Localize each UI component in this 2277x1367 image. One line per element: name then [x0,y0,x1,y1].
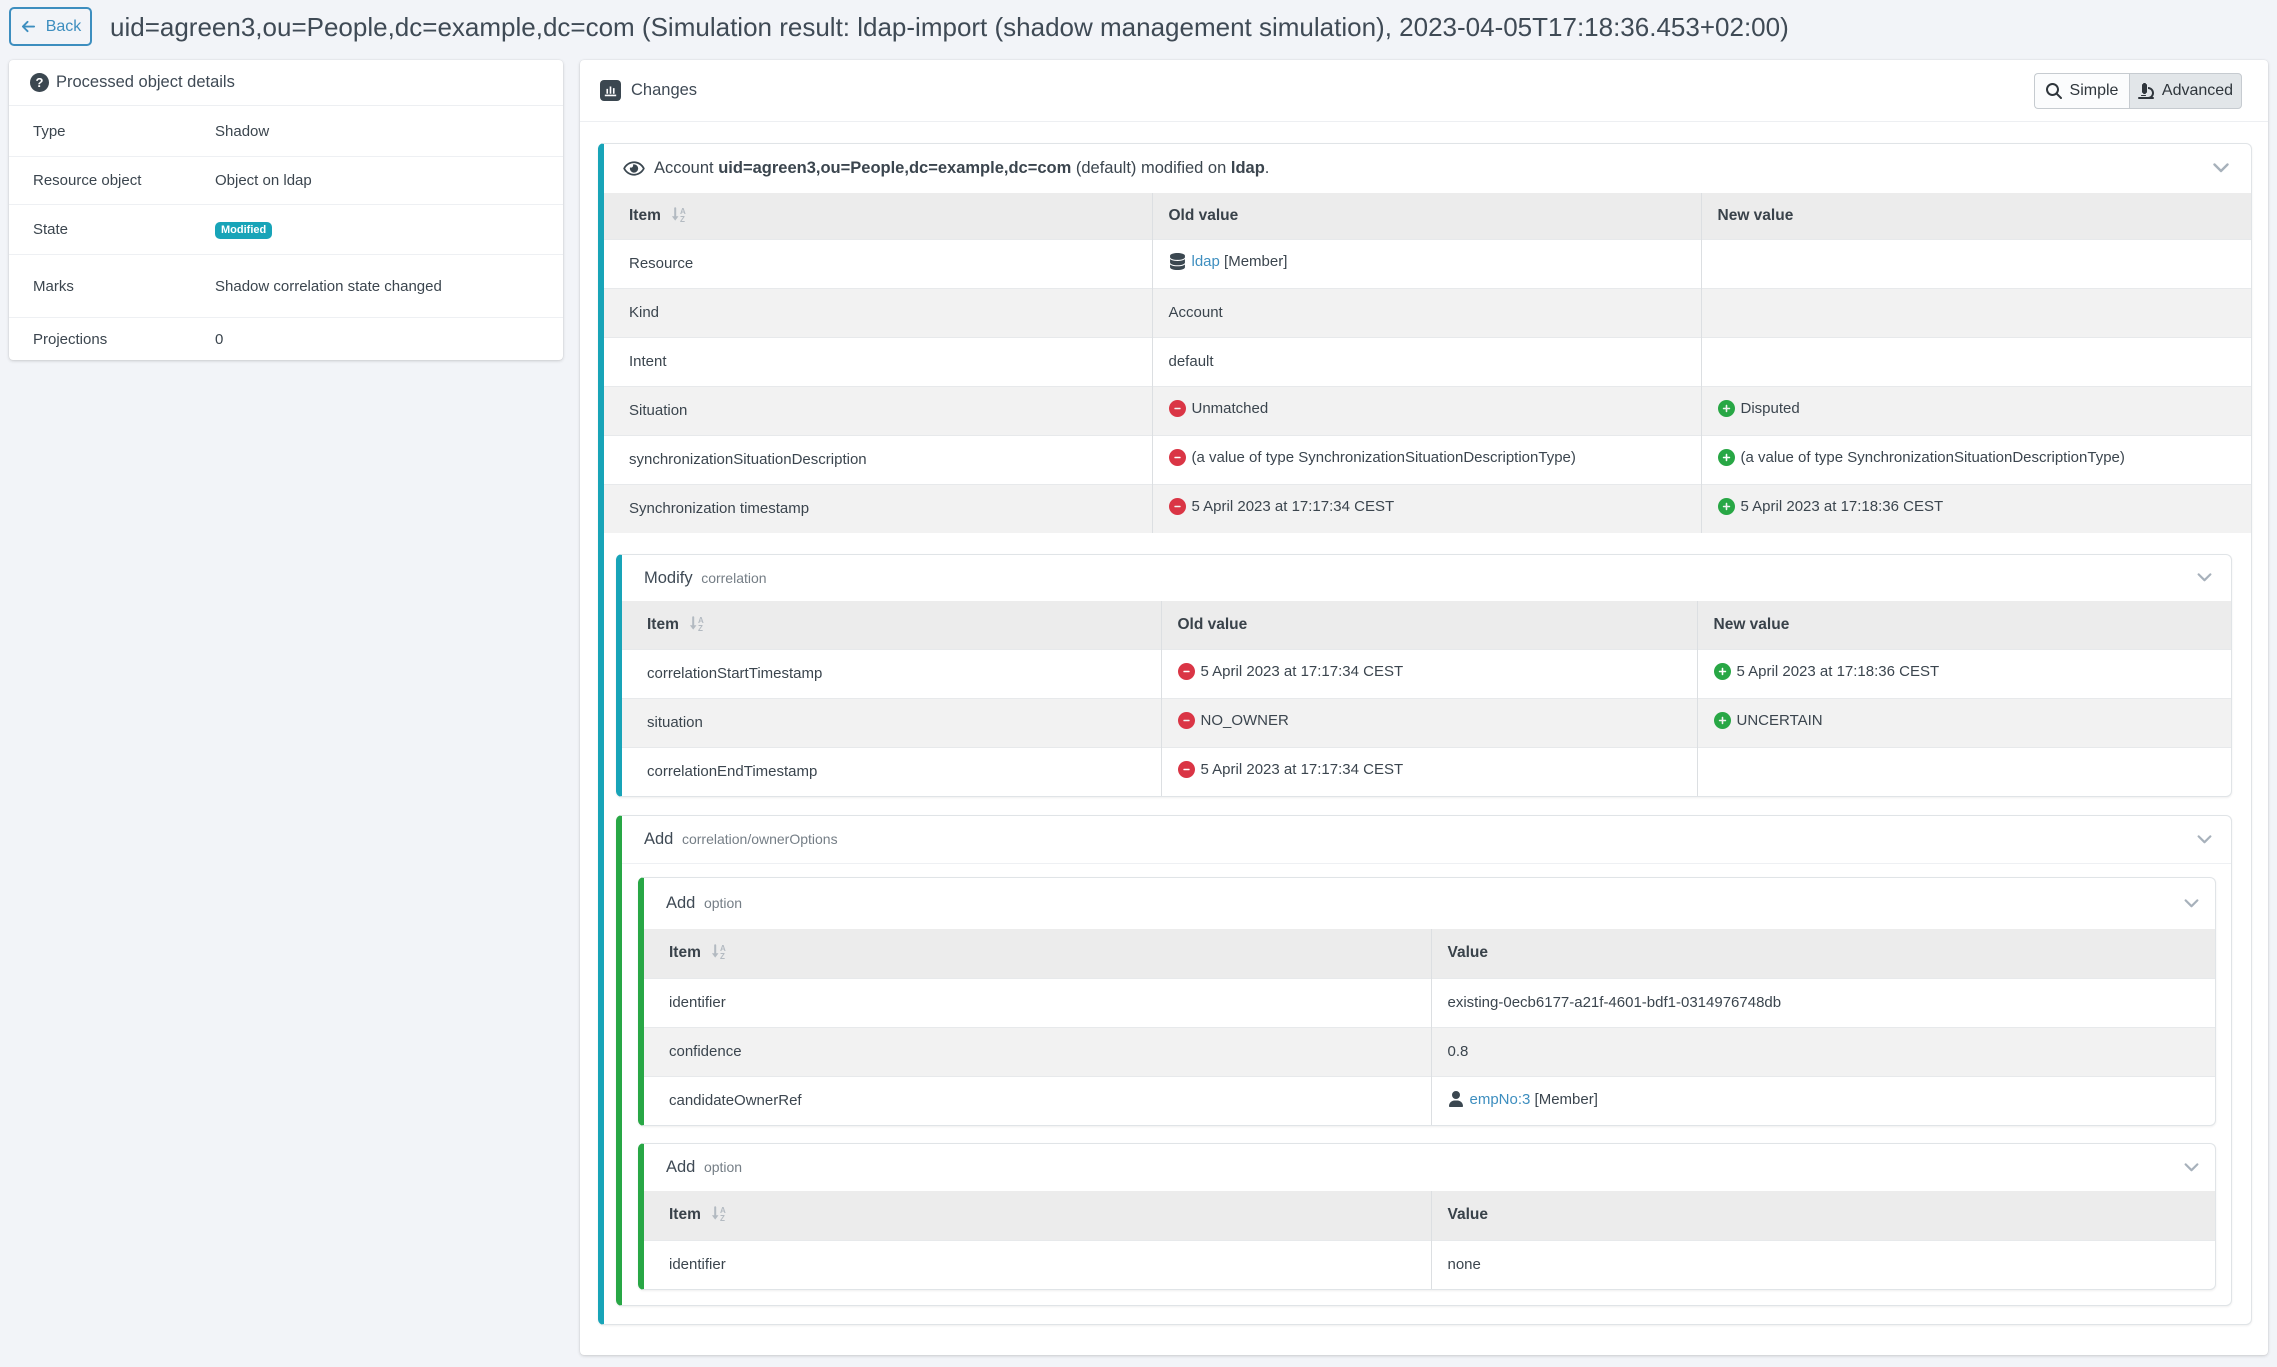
svg-text:A: A [698,616,704,625]
svg-text:Z: Z [680,215,685,222]
svg-text:A: A [720,1206,726,1215]
svg-text:Z: Z [720,952,725,959]
svg-text:Z: Z [698,624,703,631]
svg-text:A: A [720,944,726,953]
svg-text:A: A [680,207,686,216]
svg-text:Z: Z [720,1214,725,1221]
